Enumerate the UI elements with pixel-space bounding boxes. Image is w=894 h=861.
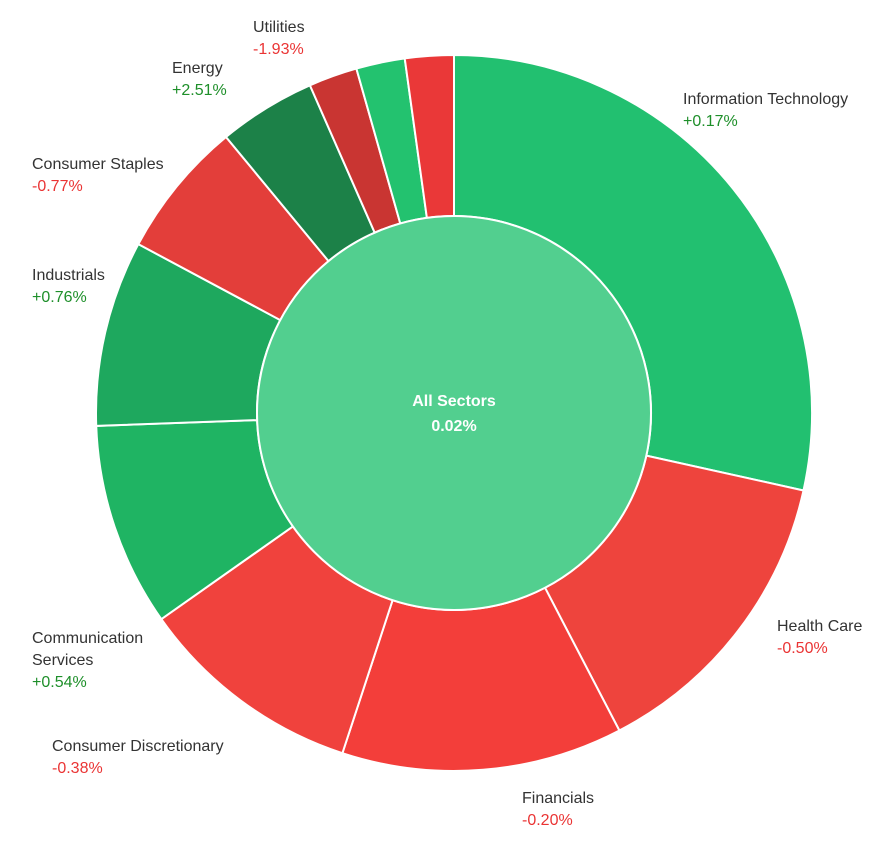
label-financials: Financials bbox=[522, 790, 594, 807]
label-consumer-staples: Consumer Staples bbox=[32, 156, 164, 173]
center-label: All Sectors bbox=[412, 393, 496, 410]
change-information-technology: +0.17% bbox=[683, 113, 738, 130]
label-communication-services-line-2: Services bbox=[32, 652, 93, 669]
label-utilities: Utilities bbox=[253, 19, 305, 36]
label-communication-services-line-1: Communication bbox=[32, 630, 143, 647]
change-health-care: -0.50% bbox=[777, 640, 828, 657]
change-consumer-staples: -0.77% bbox=[32, 178, 83, 195]
change-energy: +2.51% bbox=[172, 82, 227, 99]
label-energy: Energy bbox=[172, 60, 223, 77]
change-financials: -0.20% bbox=[522, 812, 573, 829]
change-consumer-discretionary: -0.38% bbox=[52, 760, 103, 777]
label-information-technology: Information Technology bbox=[683, 91, 848, 108]
label-health-care: Health Care bbox=[777, 618, 862, 635]
sector-slices bbox=[95, 53, 813, 772]
change-communication-services: +0.54% bbox=[32, 674, 87, 691]
label-industrials: Industrials bbox=[32, 267, 105, 284]
change-industrials: +0.76% bbox=[32, 289, 87, 306]
center-all-sectors-circle[interactable] bbox=[256, 215, 652, 611]
center-value: 0.02% bbox=[431, 418, 476, 435]
change-utilities: -1.93% bbox=[253, 41, 304, 58]
label-consumer-discretionary: Consumer Discretionary bbox=[52, 738, 224, 755]
sector-labels: Information Technology +0.17% Health Care -… bbox=[32, 19, 862, 829]
